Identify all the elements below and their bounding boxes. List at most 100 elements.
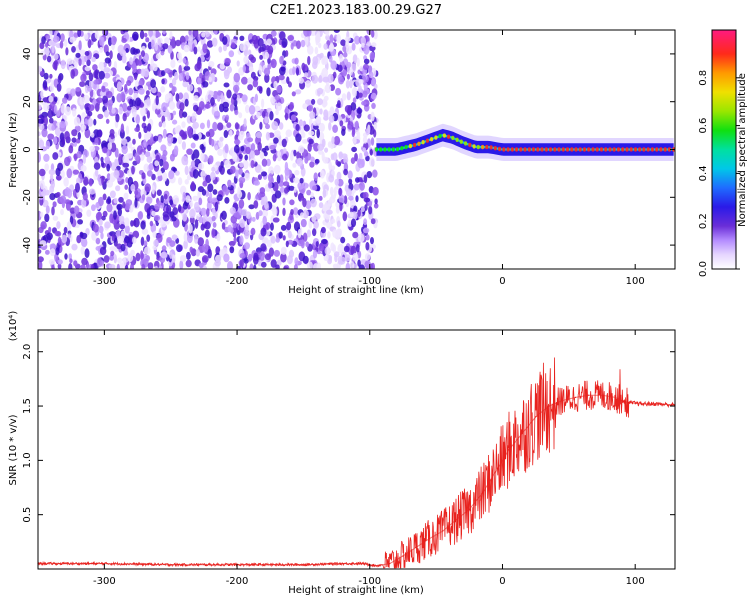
spectrogram-speckle <box>125 125 130 135</box>
spectrogram-speckle <box>89 145 96 152</box>
spectrogram-speckle <box>198 162 205 170</box>
spectrogram-speckle <box>102 210 108 218</box>
spectrogram-speckle <box>98 61 105 70</box>
spectrogram-speckle <box>289 199 295 206</box>
spectrogram-speckle <box>129 57 134 65</box>
spectrogram-speckle <box>124 184 128 190</box>
spectrogram-speckle <box>90 132 95 138</box>
spectrogram-speckle <box>145 37 150 43</box>
spectrogram-speckle <box>307 261 313 269</box>
spectrogram-speckle <box>177 204 182 213</box>
colorbar-tick-label: 0.4 <box>698 165 709 181</box>
spectrogram-speckle <box>45 42 49 48</box>
spectrogram-speckle <box>39 71 45 76</box>
spectrogram-speckle <box>214 110 220 120</box>
spectrogram-speckle <box>298 120 304 126</box>
snr-data-point <box>535 416 537 418</box>
spectrogram-speckle <box>60 33 65 42</box>
spectrogram-speckle <box>226 89 232 99</box>
spectrogram-speckle <box>134 152 140 161</box>
spectrogram-speckle <box>259 121 263 130</box>
spectrogram-speckle <box>78 40 82 51</box>
spectrogram-speckle <box>82 192 88 201</box>
spectrogram-speckle <box>135 252 141 262</box>
spectrogram-speckle <box>275 264 280 269</box>
spectrogram-speckle <box>351 73 355 78</box>
spectrogram-speckle <box>152 231 157 238</box>
colorbar-label: Normalized spectral amplitude <box>737 73 748 227</box>
spectrogram-speckle <box>85 228 90 236</box>
spectrogram-speckle <box>202 243 209 253</box>
spectrogram-speckle <box>303 124 310 132</box>
spectrogram-speckle <box>292 207 299 216</box>
spectrogram-speckle <box>373 121 378 130</box>
spectrogram-speckle <box>134 127 140 132</box>
spectrogram-speckle <box>81 257 88 266</box>
spectrogram-speckle <box>164 68 171 74</box>
spectrogram-speckle <box>357 259 361 267</box>
spectrogram-speckle <box>206 40 214 48</box>
spectrogram-speckle <box>343 245 350 253</box>
spectrogram-speckle <box>270 235 276 244</box>
spectrogram-speckle <box>70 88 76 97</box>
spectrogram-speckle <box>239 259 244 268</box>
spectrogram-speckle <box>59 195 67 204</box>
spectrogram-speckle <box>201 32 206 38</box>
spectrogram-speckle <box>276 174 281 184</box>
spectrogram-speckle <box>264 51 270 60</box>
spectrogram-speckle <box>329 34 334 44</box>
spectrogram-speckle <box>48 259 56 265</box>
spectrogram-speckle <box>57 74 62 84</box>
spectrogram-speckle <box>86 59 91 67</box>
carrier-peak <box>578 147 582 152</box>
spectrogram-speckle <box>363 218 368 226</box>
spectrogram-speckle <box>140 250 144 261</box>
carrier-peak <box>514 147 519 152</box>
spectrogram-speckle <box>239 35 245 41</box>
spectrogram-speckle <box>310 156 315 163</box>
spectrogram-speckle <box>113 197 118 204</box>
spectrogram-speckle <box>245 211 252 219</box>
spectrogram-speckle <box>208 76 212 83</box>
spectrogram-speckle <box>87 85 92 92</box>
spectrogram-speckle <box>172 119 178 125</box>
spectrogram-speckle <box>45 140 51 150</box>
spectrogram-speckle <box>103 67 111 73</box>
spectrogram-speckle <box>224 58 231 65</box>
spectrogram-speckle <box>295 67 300 76</box>
spectrogram-speckle <box>251 216 256 222</box>
snr-data-point <box>521 432 524 434</box>
spectrogram-speckle <box>337 64 343 73</box>
spectrogram-speckle <box>296 40 301 49</box>
spectrogram-speckle <box>104 221 111 229</box>
spectrogram-speckle <box>310 198 317 208</box>
spectrogram-speckle <box>236 60 240 67</box>
snr-data-point <box>588 394 590 396</box>
spectrogram-speckle <box>235 169 239 179</box>
spectrogram-speckle <box>53 136 58 145</box>
spectrogram-speckle <box>146 213 151 220</box>
spectrogram-speckle <box>64 253 68 260</box>
spectrogram-speckle <box>213 105 218 112</box>
spectrogram-speckle <box>314 213 321 220</box>
carrier-peak <box>608 147 612 152</box>
carrier-peak <box>612 147 616 152</box>
spectrogram-speckle <box>237 186 241 195</box>
spectrogram-speckle <box>328 161 333 171</box>
spectrogram-speckle <box>171 234 178 240</box>
spectrogram-speckle <box>313 172 318 181</box>
spectrogram-speckle <box>98 46 104 53</box>
spectrogram-speckle <box>124 264 129 269</box>
carrier-peak <box>638 147 642 152</box>
spectrogram-speckle <box>243 55 249 64</box>
spectrogram-speckle <box>56 221 61 230</box>
snr-data-point <box>342 563 344 565</box>
spectrogram-speckle <box>255 194 259 200</box>
spectrogram-speckle <box>244 230 250 240</box>
spectrogram-speckle <box>259 54 263 60</box>
spectrogram-speckle <box>140 236 145 246</box>
spectrogram-speckle <box>126 80 132 86</box>
spectrogram-speckle <box>263 67 271 76</box>
spectrogram-speckle <box>268 173 273 183</box>
spectrogram-speckle <box>49 193 56 201</box>
